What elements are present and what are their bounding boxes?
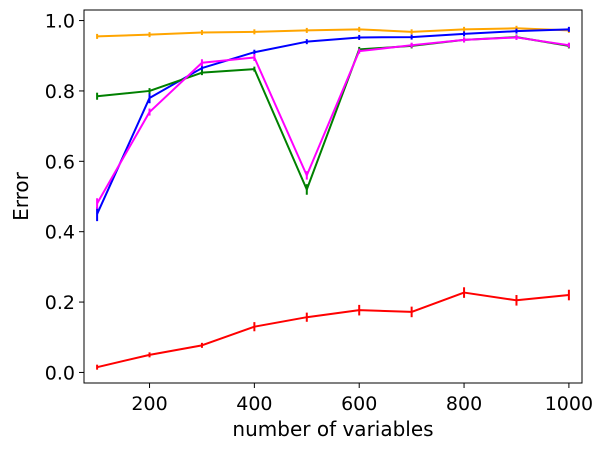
x-tick-label: 1000	[545, 393, 593, 415]
plot-frame	[83, 9, 583, 384]
y-axis: 0.0 0.2 0.4 0.6 0.8 1.0	[45, 11, 84, 384]
y-axis-label: Error	[9, 171, 33, 221]
y-tick-label: 1.0	[45, 11, 75, 33]
x-tick-label: 600	[341, 393, 377, 415]
y-tick-label: 0.0	[45, 362, 75, 384]
series-4	[96, 287, 570, 370]
series-1	[96, 26, 570, 222]
y-tick-label: 0.6	[45, 151, 75, 173]
series-line	[96, 36, 570, 205]
series-line	[96, 291, 569, 369]
x-axis-label: number of variables	[232, 417, 433, 441]
series-line	[96, 28, 569, 215]
y-tick-label: 0.2	[45, 292, 75, 314]
x-tick-label: 200	[131, 393, 167, 415]
series-3	[96, 34, 570, 209]
x-tick-label: 400	[236, 393, 272, 415]
y-tick-label: 0.8	[45, 81, 75, 103]
x-axis: 200 400 600 800 1000	[131, 383, 593, 415]
y-tick-label: 0.4	[45, 222, 75, 244]
x-tick-label: 800	[446, 393, 482, 415]
series-line	[97, 27, 569, 38]
series-layer	[96, 25, 570, 370]
